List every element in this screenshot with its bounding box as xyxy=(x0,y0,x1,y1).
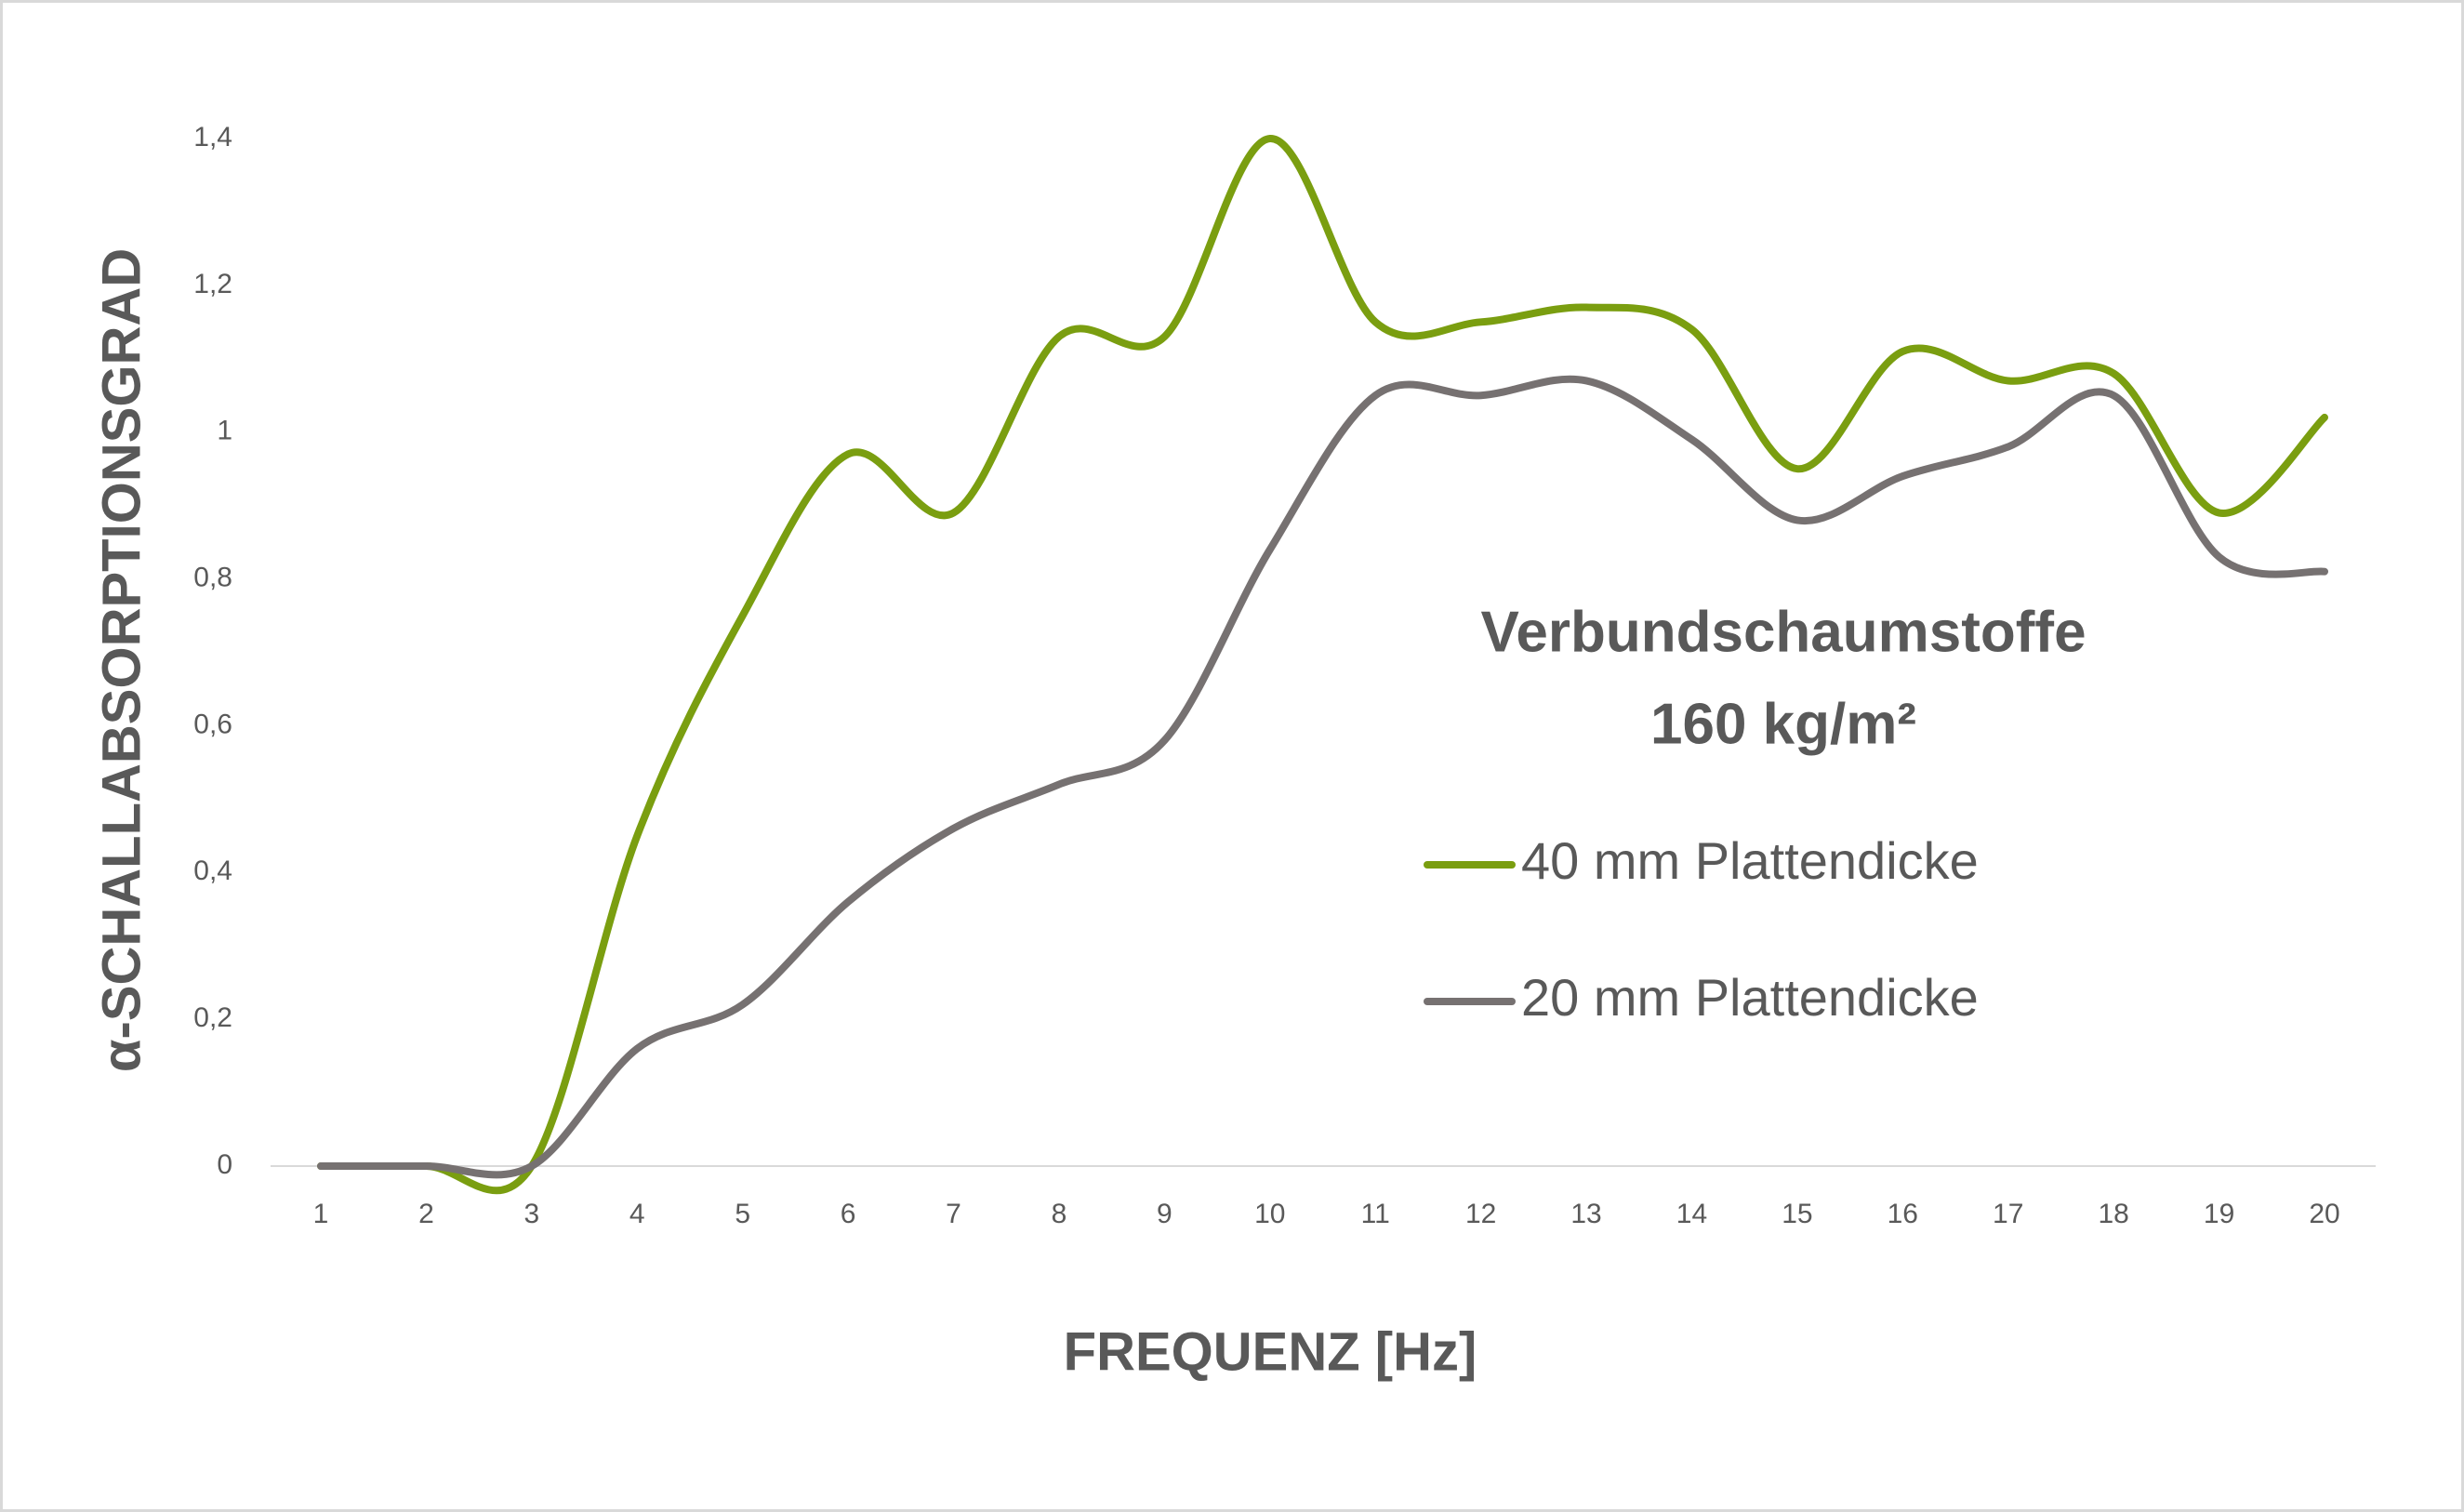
legend-label: 40 mm Plattendicke xyxy=(1521,831,1979,890)
y-axis-title: α-SCHALLABSORPTIONSGRAD xyxy=(91,248,152,1072)
x-tick-label: 16 xyxy=(1888,1199,1918,1229)
y-tick-label: 0,4 xyxy=(193,855,232,886)
y-tick-label: 0,6 xyxy=(193,709,232,739)
x-tick-label: 2 xyxy=(418,1199,434,1229)
x-tick-label: 14 xyxy=(1676,1199,1707,1229)
x-tick-label: 3 xyxy=(523,1199,539,1229)
x-tick-label: 20 xyxy=(2309,1199,2339,1229)
y-tick-label: 0,2 xyxy=(193,1002,232,1033)
x-tick-label: 18 xyxy=(2098,1199,2128,1229)
x-tick-label: 9 xyxy=(1157,1199,1172,1229)
x-tick-label: 4 xyxy=(629,1199,645,1229)
y-tick-label: 0,8 xyxy=(193,562,232,592)
x-tick-label: 15 xyxy=(1782,1199,1812,1229)
legend-label: 20 mm Plattendicke xyxy=(1521,968,1979,1027)
y-tick-label: 0 xyxy=(217,1149,232,1180)
x-axis-title: FREQUENZ [Hz] xyxy=(1064,1321,1477,1382)
x-tick-label: 6 xyxy=(841,1199,856,1229)
x-tick-label: 19 xyxy=(2204,1199,2234,1229)
legend-title: Verbundschaumstoffe xyxy=(1480,600,2086,664)
x-tick-label: 13 xyxy=(1570,1199,1601,1229)
data-line xyxy=(317,375,2328,1179)
x-tick-label: 7 xyxy=(946,1199,961,1229)
x-tick-label: 11 xyxy=(1361,1199,1390,1229)
x-tick-label: 17 xyxy=(1993,1199,2023,1229)
x-tick-label: 10 xyxy=(1254,1199,1285,1229)
legend-subtitle: 160 kg/m² xyxy=(1650,692,1916,756)
y-tick-label: 1 xyxy=(217,416,232,446)
x-tick-label: 12 xyxy=(1465,1199,1496,1229)
data-line xyxy=(317,135,2328,1195)
y-tick-label: 1,2 xyxy=(193,269,232,299)
y-tick-label: 1,4 xyxy=(193,122,232,153)
x-tick-label: 8 xyxy=(1052,1199,1067,1229)
x-tick-label: 5 xyxy=(735,1199,750,1229)
x-tick-label: 1 xyxy=(313,1199,329,1229)
